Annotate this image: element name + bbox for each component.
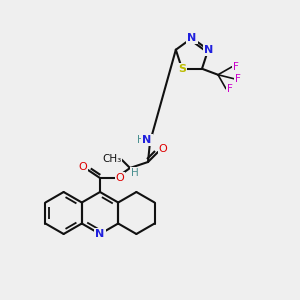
Text: F: F xyxy=(235,74,241,84)
Text: N: N xyxy=(203,45,213,55)
Text: N: N xyxy=(188,33,196,43)
Text: H: H xyxy=(137,135,145,145)
Text: O: O xyxy=(116,173,124,183)
Text: CH₃: CH₃ xyxy=(102,154,122,164)
Text: O: O xyxy=(159,144,167,154)
Text: F: F xyxy=(227,84,233,94)
Text: F: F xyxy=(233,62,239,72)
Text: N: N xyxy=(95,229,105,239)
Text: S: S xyxy=(178,64,186,74)
Text: H: H xyxy=(131,168,139,178)
Text: N: N xyxy=(142,135,152,145)
Text: O: O xyxy=(79,162,87,172)
